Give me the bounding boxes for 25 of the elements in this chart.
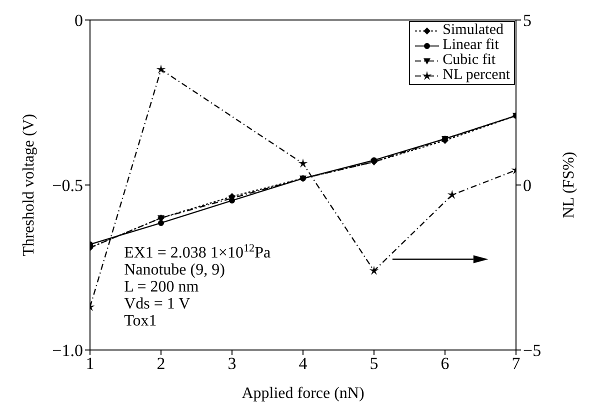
x-tick-label: 2 bbox=[156, 354, 166, 374]
annotation: Tox1 bbox=[124, 312, 157, 330]
annotation: Vds = 1 V bbox=[124, 296, 191, 313]
x-tick-label: 6 bbox=[440, 354, 450, 374]
x-tick-label: 4 bbox=[298, 354, 308, 374]
x-tick-label: 7 bbox=[512, 354, 521, 374]
y2-tick-label: 5 bbox=[523, 11, 532, 30]
x-tick-label: 5 bbox=[370, 354, 378, 374]
y-tick-label: −0.5 bbox=[52, 176, 83, 196]
annotation: Nanotube (9, 9) bbox=[124, 262, 225, 279]
legend-label: NL percent bbox=[442, 67, 510, 83]
x-axis-title: Applied force (nN) bbox=[242, 385, 364, 402]
y2-tick-label: −5 bbox=[523, 341, 542, 360]
y-axis-title: Threshold voltage (V) bbox=[20, 114, 38, 256]
legend-label: Cubic fit bbox=[442, 52, 496, 68]
y2-tick-label: 0 bbox=[523, 176, 532, 196]
annotation: EX1 = 2.038 1×10$^{12}$Pa bbox=[124, 242, 271, 262]
x-tick-label: 1 bbox=[86, 354, 94, 374]
y2-axis-title: NL (FS%) bbox=[560, 152, 578, 218]
y-tick-label: −1.0 bbox=[52, 341, 83, 360]
legend-label: Simulated bbox=[442, 22, 504, 38]
annotation: L = 200 nm bbox=[124, 278, 200, 296]
x-tick-label: 3 bbox=[228, 354, 236, 374]
y-tick-label: 0 bbox=[74, 11, 83, 30]
legend-label: Linear fit bbox=[442, 37, 499, 53]
